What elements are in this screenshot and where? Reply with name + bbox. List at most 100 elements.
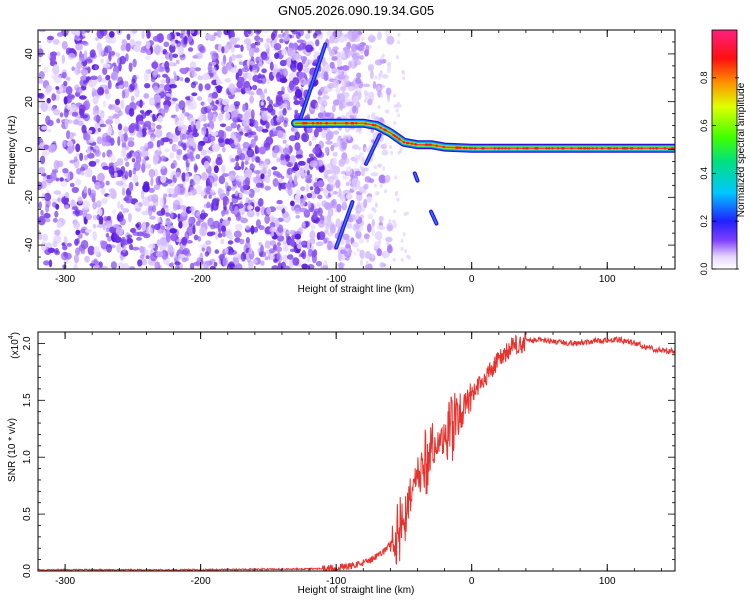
noise-dot xyxy=(357,155,361,160)
noise-dot xyxy=(231,53,236,62)
noise-dot xyxy=(97,75,102,83)
noise-dot xyxy=(94,149,101,157)
noise-dot xyxy=(206,231,214,237)
noise-dot xyxy=(359,189,363,193)
noise-dot xyxy=(199,226,207,237)
noise-dot xyxy=(75,153,81,157)
noise-dot xyxy=(247,30,252,35)
noise-dot xyxy=(38,136,41,146)
noise-dot xyxy=(112,224,120,229)
noise-dot xyxy=(283,244,289,252)
noise-dot xyxy=(385,236,393,243)
noise-dot xyxy=(367,114,371,119)
noise-dot xyxy=(179,77,184,82)
noise-dot xyxy=(366,238,369,243)
noise-dot xyxy=(332,104,336,113)
signal-peak xyxy=(442,145,445,149)
noise-dot xyxy=(343,46,351,55)
noise-dot xyxy=(117,200,121,209)
noise-dot xyxy=(275,116,284,123)
signal-peak xyxy=(325,122,328,125)
noise-dot xyxy=(315,260,323,267)
noise-dot xyxy=(147,125,152,130)
signal-peak xyxy=(504,147,507,150)
noise-dot xyxy=(331,198,337,209)
signal-peak xyxy=(652,147,655,150)
noise-dot xyxy=(227,263,235,268)
noise-dot xyxy=(306,192,313,199)
noise-dot xyxy=(129,39,136,48)
noise-dot xyxy=(168,193,172,198)
noise-dot xyxy=(152,114,156,122)
noise-dot xyxy=(165,66,170,73)
noise-dot xyxy=(96,30,105,39)
noise-dot xyxy=(325,140,333,145)
noise-dot xyxy=(62,168,69,174)
noise-dot xyxy=(204,251,210,257)
noise-dot xyxy=(350,48,355,58)
noise-dot xyxy=(146,30,151,39)
noise-dot xyxy=(329,61,335,69)
noise-dot xyxy=(96,136,103,145)
noise-dot xyxy=(376,248,382,257)
noise-dot xyxy=(341,141,347,150)
noise-dot xyxy=(211,131,219,136)
noise-dot xyxy=(48,259,53,268)
noise-dot xyxy=(71,111,78,117)
noise-dot xyxy=(160,164,166,170)
noise-dot xyxy=(243,38,252,45)
noise-dot xyxy=(114,98,121,106)
noise-dot xyxy=(248,131,257,136)
noise-dot xyxy=(366,223,372,233)
noise-dot xyxy=(339,70,347,77)
noise-dot xyxy=(227,240,234,245)
noise-dot xyxy=(120,44,127,52)
noise-dot xyxy=(141,30,145,40)
noise-dot xyxy=(82,66,89,70)
noise-dot xyxy=(99,87,104,95)
noise-dot xyxy=(132,58,137,68)
noise-dot xyxy=(130,95,135,103)
x-tick-label: -100 xyxy=(326,576,346,587)
noise-dot xyxy=(395,55,399,60)
noise-dot xyxy=(99,123,107,128)
noise-dot xyxy=(87,245,95,256)
noise-dot xyxy=(373,165,377,170)
noise-dot xyxy=(358,146,362,151)
noise-dot xyxy=(136,121,140,132)
noise-dot xyxy=(286,229,294,235)
noise-dot xyxy=(49,171,57,181)
noise-dot xyxy=(41,125,48,131)
noise-dot xyxy=(131,158,136,163)
noise-dot xyxy=(381,149,389,156)
noise-dot xyxy=(264,240,271,249)
noise-dot xyxy=(258,56,263,64)
noise-dot xyxy=(197,236,202,242)
noise-dot xyxy=(281,48,287,56)
noise-dot xyxy=(397,32,401,37)
noise-dot xyxy=(87,145,91,155)
noise-dot xyxy=(187,137,195,145)
noise-dot xyxy=(38,166,46,175)
noise-dot xyxy=(371,226,375,237)
noise-dot xyxy=(178,45,184,54)
noise-dot xyxy=(338,158,346,167)
noise-dot xyxy=(354,154,359,164)
noise-dot xyxy=(276,156,280,164)
noise-dot xyxy=(43,212,51,219)
noise-dot xyxy=(402,76,406,81)
noise-dot xyxy=(213,261,218,267)
noise-dot xyxy=(45,218,51,223)
noise-dot xyxy=(286,56,292,67)
noise-dot xyxy=(221,46,225,54)
noise-dot xyxy=(228,56,233,65)
noise-dot xyxy=(297,160,306,166)
noise-dot xyxy=(346,222,353,229)
noise-dot xyxy=(56,51,61,57)
noise-dot xyxy=(96,214,101,221)
noise-dot xyxy=(274,52,280,59)
noise-dot xyxy=(160,155,167,162)
noise-dot xyxy=(174,39,179,44)
noise-dot xyxy=(233,137,239,146)
noise-dot xyxy=(198,83,203,92)
